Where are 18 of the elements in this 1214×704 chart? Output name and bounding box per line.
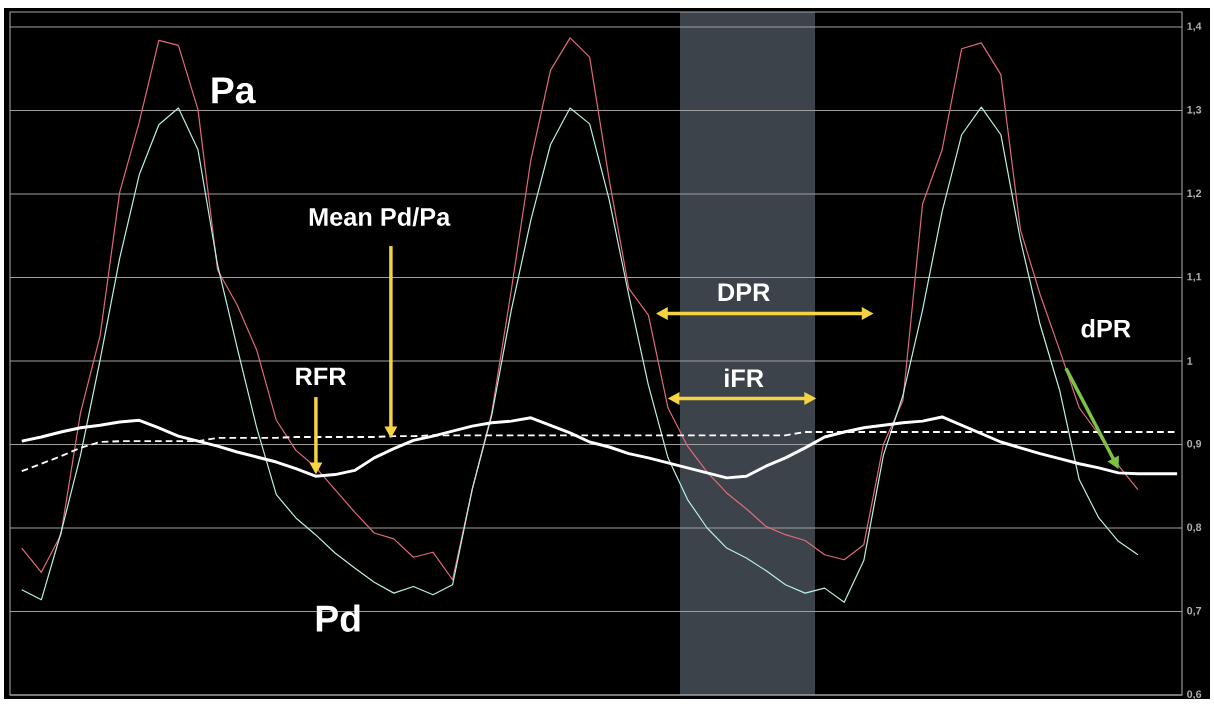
series-label: Pa (212, 77, 256, 104)
annotation: DPR (718, 283, 770, 301)
y-tick-label: 0,7 (1187, 606, 1202, 617)
text: Mean Pd/Pa (309, 207, 451, 227)
y-tick-label: 1,1 (1187, 273, 1202, 282)
y-tick-label: 0,8 (1187, 523, 1202, 533)
series-label: Pd (316, 604, 360, 632)
annotation: dPR (1081, 318, 1131, 338)
y-tick-label: 0,6 (1187, 690, 1202, 700)
line-series (21, 37, 1139, 581)
y-tick-label: 0,9 (1187, 439, 1202, 450)
annotation: RFR (296, 367, 347, 386)
y-tick-label: 1,2 (1187, 189, 1202, 199)
y-tick-label: 1,3 (1187, 105, 1202, 116)
annotation: iFR (725, 368, 764, 387)
y-tick-label: 1 (1187, 357, 1193, 365)
y-tick-label: 1,4 (1187, 22, 1202, 32)
line-series (21, 106, 1139, 603)
